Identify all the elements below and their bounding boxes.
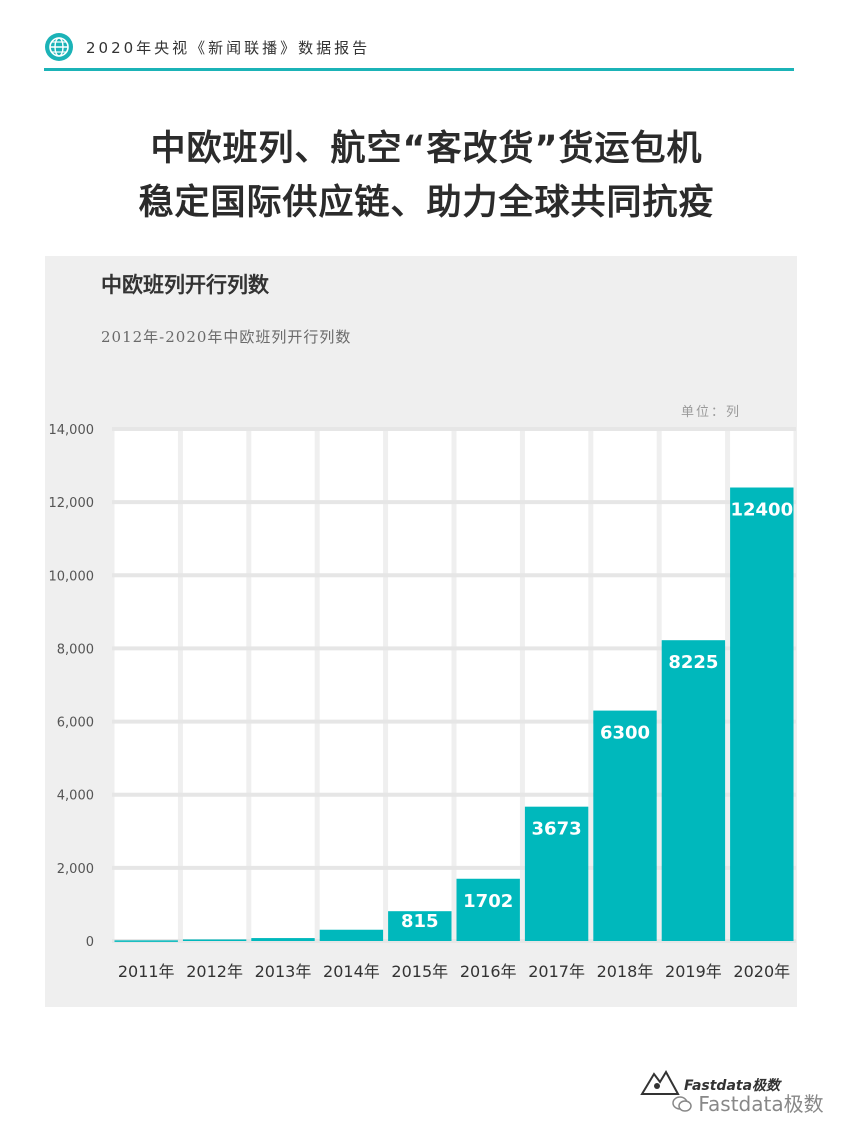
column-background (182, 429, 247, 941)
y-tick-label: 0 (86, 935, 94, 950)
report-header-title: 2020年央视《新闻联播》数据报告 (86, 39, 371, 57)
y-tick-label: 2,000 (57, 862, 94, 877)
data-label: 6300 (600, 723, 650, 744)
y-tick-label: 8,000 (57, 642, 94, 657)
column-background (251, 429, 315, 941)
x-tick-label: 2011年 (118, 962, 175, 981)
bar (319, 929, 384, 941)
y-tick-label: 4,000 (57, 789, 94, 804)
globe-icon (45, 33, 73, 61)
x-tick-label: 2015年 (391, 962, 448, 981)
bar (593, 710, 657, 941)
header-divider (44, 68, 794, 71)
x-tick-label: 2020年 (733, 962, 790, 981)
bar (524, 806, 589, 941)
column-background (388, 429, 452, 941)
headline-line-1: 中欧班列、航空“客改货”货运包机 (150, 129, 703, 169)
x-tick-label: 2013年 (255, 962, 312, 981)
y-tick-label: 14,000 (49, 423, 95, 438)
column-background (319, 429, 384, 941)
fastdata-logo-text: Fastdata极数 (684, 1078, 781, 1094)
fastdata-logo-icon (640, 1069, 680, 1095)
data-label: 12400 (730, 500, 793, 521)
bar (456, 878, 520, 941)
data-label: 80 (270, 911, 295, 932)
watermark-text: Fastdata极数 (698, 1092, 824, 1116)
x-tick-label: 2017年 (528, 962, 585, 981)
y-tick-label: 10,000 (49, 569, 95, 584)
chart-title: 中欧班列开行列数 (101, 273, 269, 297)
x-tick-label: 2018年 (597, 962, 654, 981)
headline-line-2: 稳定国际供应链、助力全球共同抗疫 (138, 183, 715, 223)
data-label: 8225 (668, 652, 718, 673)
bar (661, 640, 726, 941)
bar (251, 938, 315, 941)
data-label: 1702 (463, 891, 513, 912)
x-tick-label: 2019年 (665, 962, 722, 981)
column-background (456, 429, 520, 941)
bar (182, 939, 247, 941)
bar (388, 911, 452, 941)
wechat-watermark: Fastdata极数 (672, 1088, 824, 1117)
bar (730, 487, 794, 941)
data-label: 3673 (532, 819, 582, 840)
fastdata-logo (640, 1068, 790, 1098)
y-tick-label: 6,000 (57, 716, 94, 731)
bar (114, 940, 178, 942)
x-tick-label: 2016年 (460, 962, 517, 981)
data-label: 17 (134, 911, 159, 932)
data-label: 815 (401, 911, 439, 932)
x-tick-label: 2012年 (186, 962, 243, 981)
data-label: 42 (202, 911, 227, 932)
unit-label: 单位：列 (681, 405, 742, 420)
y-tick-label: 12,000 (49, 496, 95, 511)
data-label: 308 (333, 911, 371, 932)
x-tick-label: 2014年 (323, 962, 380, 981)
wechat-icon (672, 1096, 692, 1112)
chart-subtitle: 2012年-2020年中欧班列开行列数 (101, 328, 352, 346)
column-background (114, 429, 178, 941)
report-header: 2020年央视《新闻联播》数据报告 (44, 30, 794, 70)
